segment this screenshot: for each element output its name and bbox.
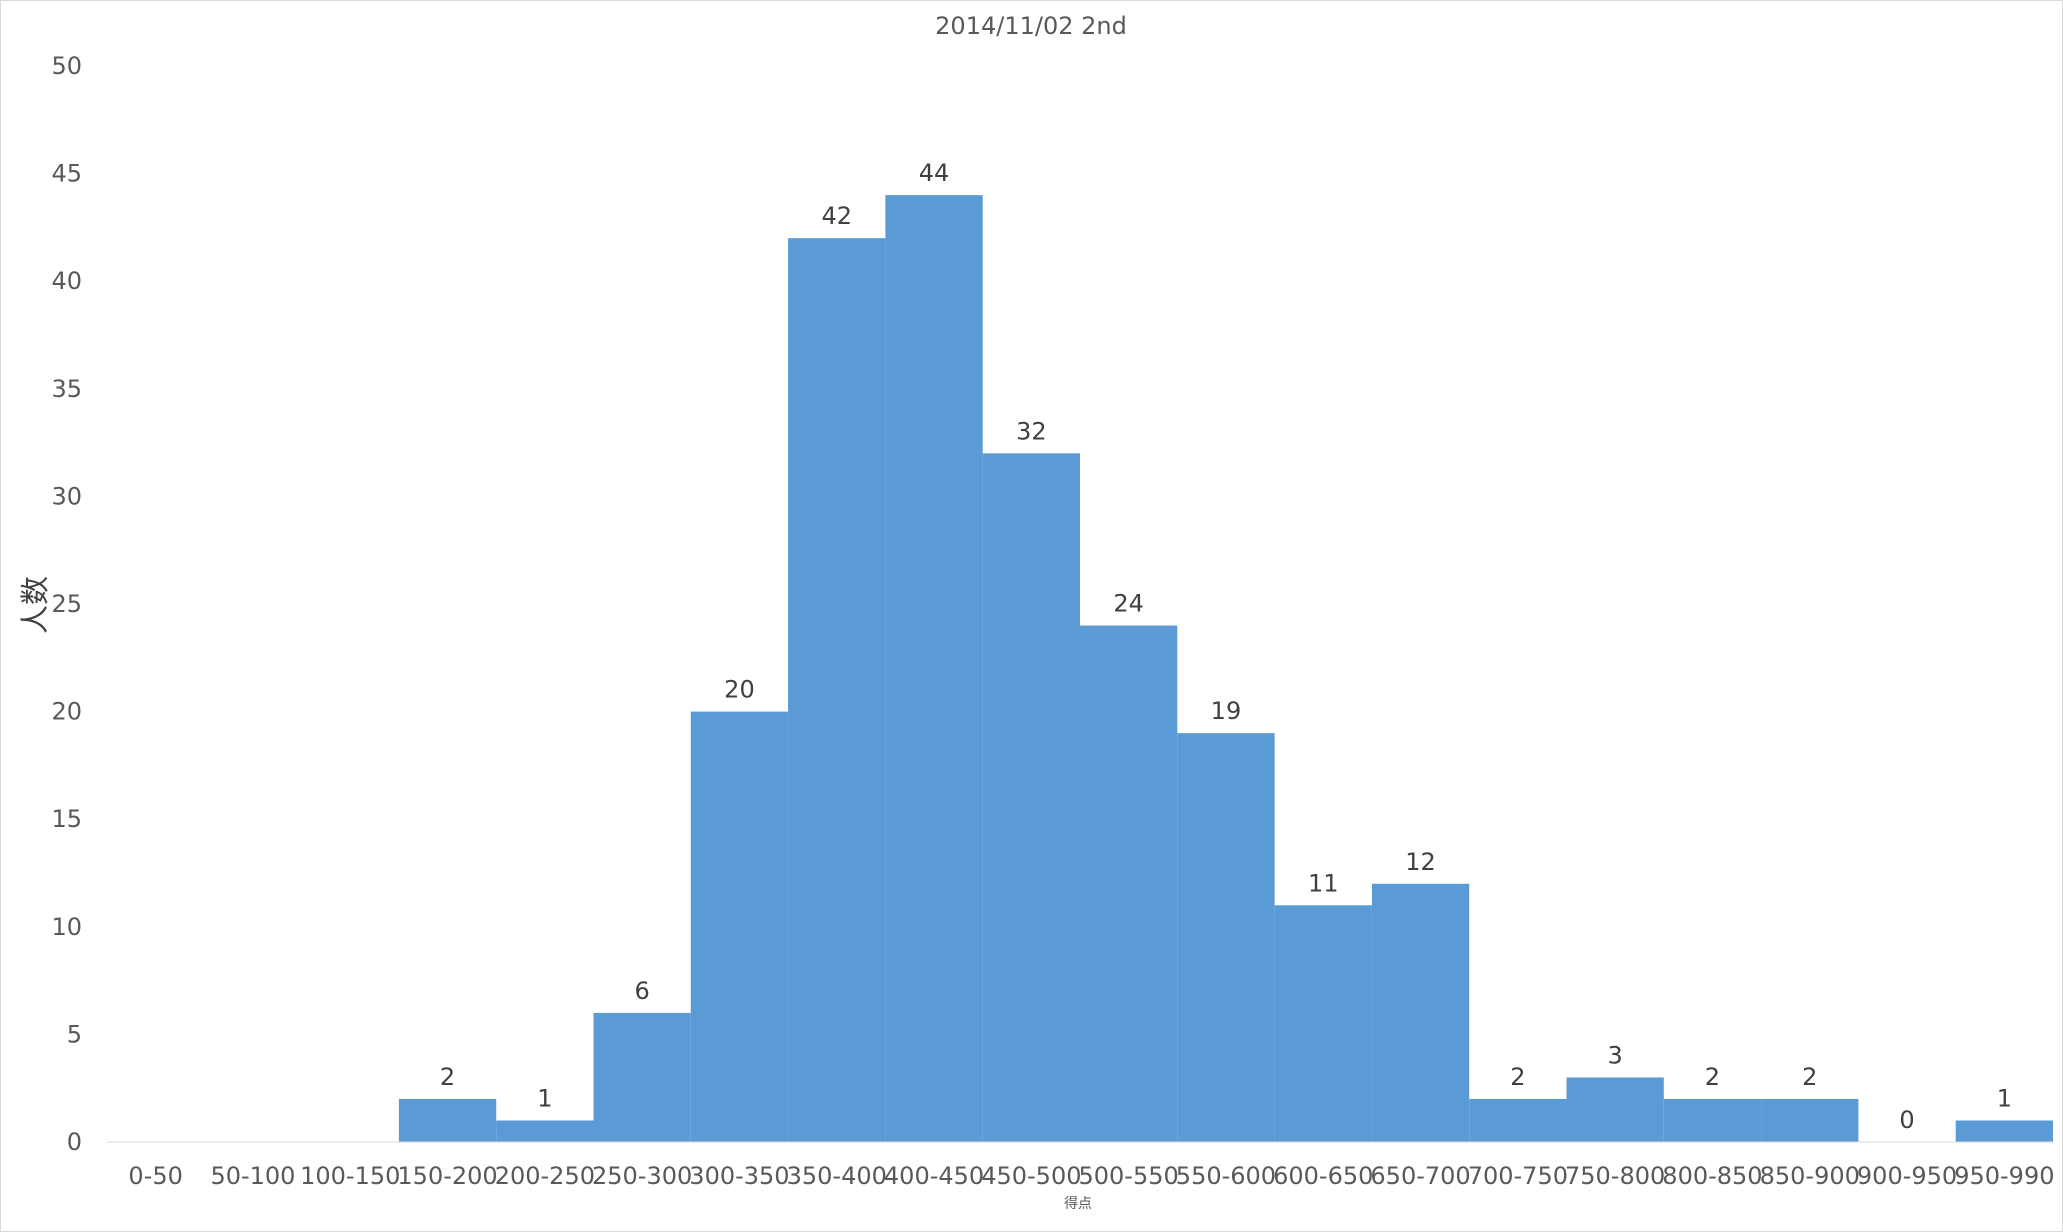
y-tick-label: 20 bbox=[51, 698, 82, 726]
bar bbox=[1371, 883, 1470, 1142]
bar bbox=[982, 453, 1080, 1142]
bar bbox=[1469, 1098, 1567, 1142]
x-tick-label: 500-550 bbox=[1079, 1162, 1179, 1190]
y-axis-ticks: 0 5 10 15 20 25 30 35 40 45 50 bbox=[51, 52, 82, 1156]
y-tick-label: 50 bbox=[51, 52, 82, 80]
data-label: 2 bbox=[1802, 1063, 1817, 1091]
data-label: 2 bbox=[1705, 1063, 1720, 1091]
x-tick-label: 250-300 bbox=[592, 1162, 692, 1190]
data-label: 1 bbox=[1997, 1084, 2012, 1112]
bars bbox=[398, 195, 2053, 1142]
x-tick-label: 700-750 bbox=[1468, 1162, 1568, 1190]
y-tick-label: 40 bbox=[51, 267, 82, 295]
y-axis-title: 人数 bbox=[18, 576, 52, 634]
bar bbox=[1177, 733, 1275, 1142]
y-tick-label: 30 bbox=[51, 482, 82, 510]
x-tick-label: 800-850 bbox=[1662, 1162, 1762, 1190]
bar bbox=[398, 1098, 497, 1142]
y-tick-label: 25 bbox=[51, 590, 82, 618]
y-tick-label: 0 bbox=[67, 1128, 82, 1156]
data-label: 42 bbox=[821, 202, 852, 230]
chart-title: 2014/11/02 2nd bbox=[935, 12, 1127, 40]
x-tick-label: 0-50 bbox=[128, 1162, 182, 1190]
y-tick-label: 15 bbox=[51, 805, 82, 833]
data-label: 44 bbox=[919, 159, 950, 187]
bar bbox=[690, 711, 789, 1142]
x-tick-label: 400-450 bbox=[884, 1162, 984, 1190]
x-tick-label: 550-600 bbox=[1176, 1162, 1276, 1190]
data-label: 20 bbox=[724, 676, 755, 704]
y-tick-label: 45 bbox=[51, 160, 82, 188]
data-label: 11 bbox=[1308, 869, 1339, 897]
x-tick-label: 600-650 bbox=[1273, 1162, 1373, 1190]
data-label: 2 bbox=[440, 1063, 455, 1091]
bar bbox=[496, 1120, 594, 1142]
x-tick-label: 900-950 bbox=[1857, 1162, 1957, 1190]
x-tick-label: 450-500 bbox=[981, 1162, 1081, 1190]
bar bbox=[1566, 1077, 1664, 1142]
x-tick-label: 750-800 bbox=[1565, 1162, 1665, 1190]
data-label: 2 bbox=[1510, 1063, 1525, 1091]
bar bbox=[593, 1012, 691, 1142]
bar bbox=[1274, 905, 1372, 1142]
bar bbox=[885, 195, 983, 1142]
x-tick-label: 350-400 bbox=[787, 1162, 887, 1190]
x-tick-label: 100-150 bbox=[300, 1162, 400, 1190]
x-tick-label: 650-700 bbox=[1370, 1162, 1470, 1190]
bar bbox=[1663, 1098, 1762, 1142]
x-tick-label: 950-990 bbox=[1954, 1162, 2054, 1190]
data-label: 19 bbox=[1211, 697, 1242, 725]
data-label: 24 bbox=[1113, 590, 1144, 618]
bar bbox=[1761, 1098, 1859, 1142]
x-axis-title: 得点 bbox=[1064, 1195, 1092, 1212]
data-label: 12 bbox=[1405, 848, 1436, 876]
x-tick-label: 300-350 bbox=[689, 1162, 789, 1190]
data-label: 0 bbox=[1899, 1106, 1914, 1134]
x-tick-label: 850-900 bbox=[1760, 1162, 1860, 1190]
bar bbox=[1080, 625, 1178, 1142]
y-tick-label: 5 bbox=[67, 1020, 82, 1048]
data-label: 32 bbox=[1016, 417, 1047, 445]
data-label: 1 bbox=[537, 1084, 552, 1112]
y-tick-label: 35 bbox=[51, 375, 82, 403]
bar bbox=[788, 238, 886, 1142]
data-label: 3 bbox=[1608, 1041, 1623, 1069]
x-axis-ticks: 0-50 50-100 100-150150-200200-250250-30030… bbox=[128, 1162, 2054, 1190]
x-tick-label: 200-250 bbox=[495, 1162, 595, 1190]
y-tick-label: 10 bbox=[51, 913, 82, 941]
x-tick-label: 150-200 bbox=[397, 1162, 497, 1190]
x-tick-label: 50-100 bbox=[210, 1162, 295, 1190]
data-label: 6 bbox=[635, 977, 650, 1005]
bar bbox=[1955, 1120, 2053, 1142]
